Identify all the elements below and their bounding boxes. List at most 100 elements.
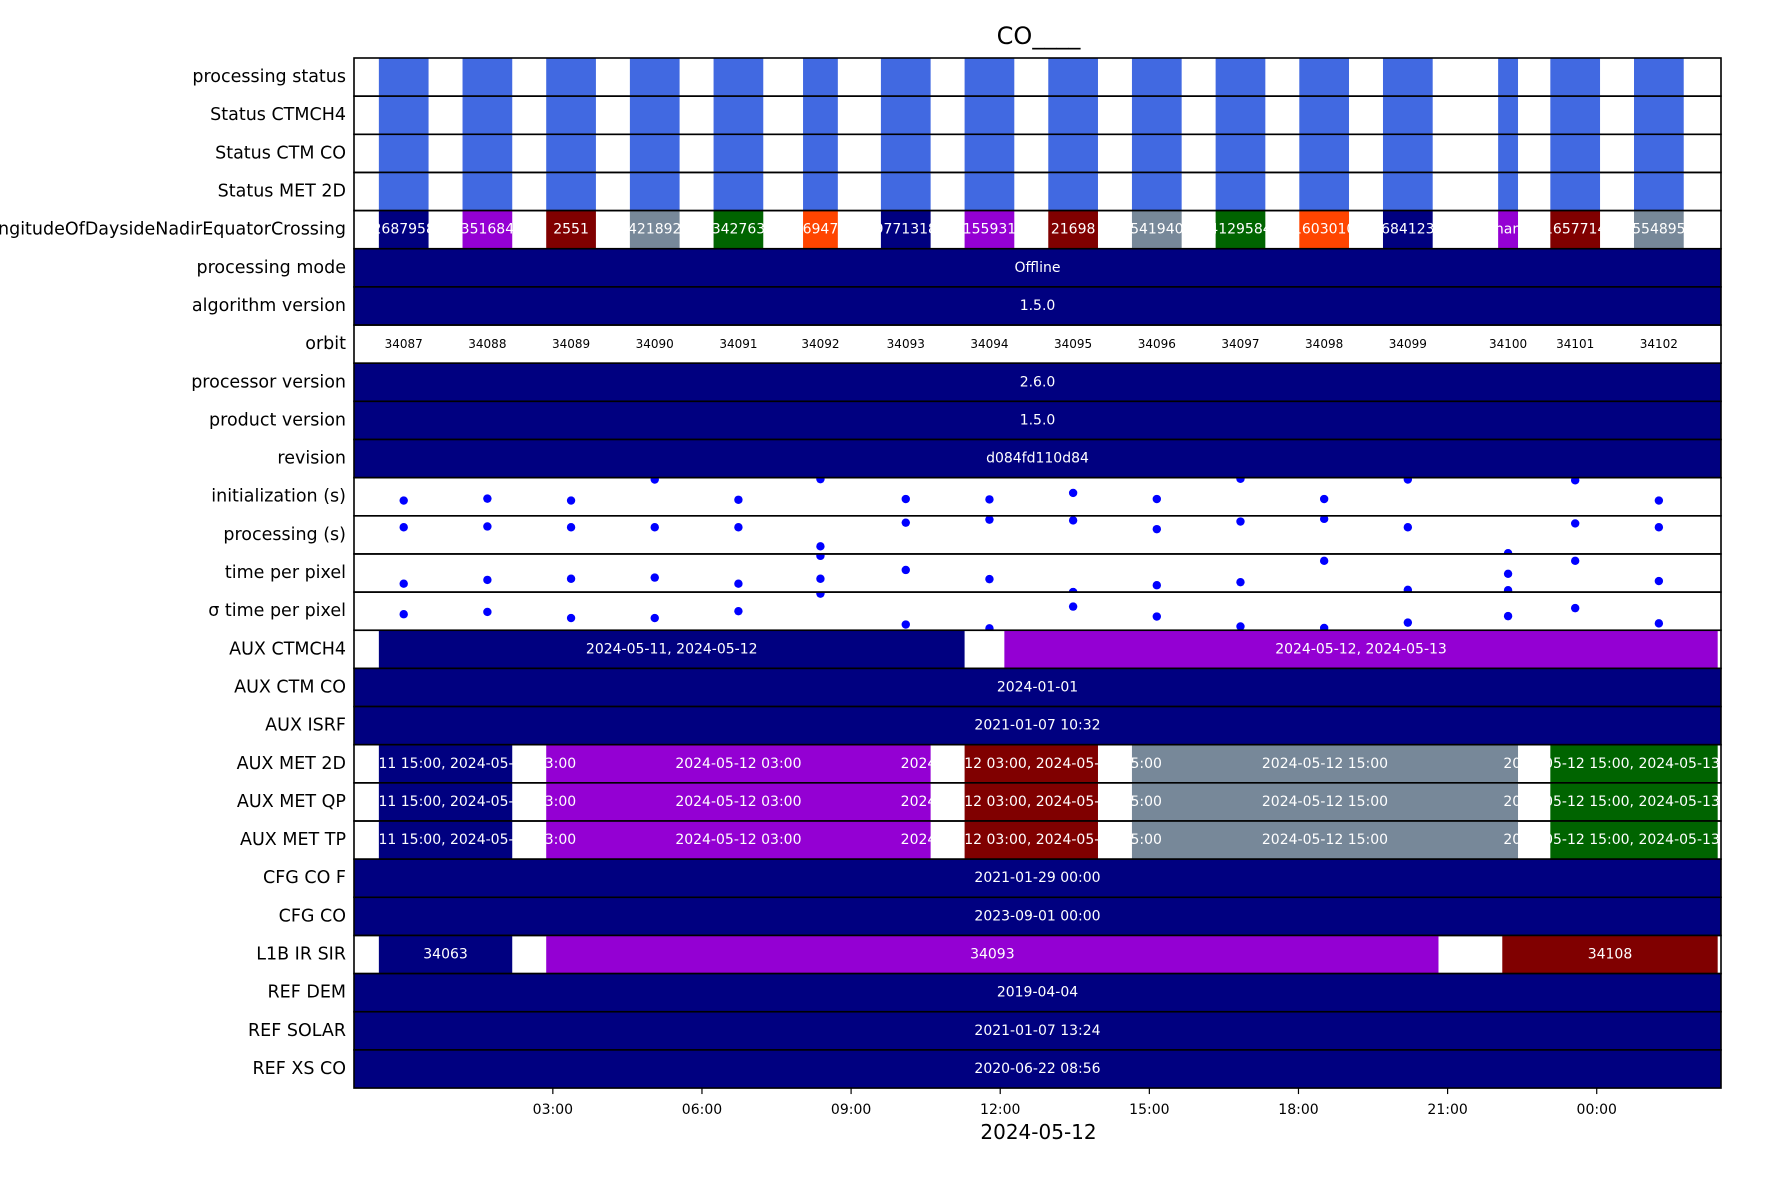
segment-value-label: 2024-05-12 03:00, 2024-05-12 15:00: [901, 794, 1162, 810]
data-point: [483, 522, 492, 531]
segment-value-label: 2024-05-11 15:00, 2024-05-12 03:00: [315, 832, 576, 848]
status-bar: [378, 96, 429, 135]
segment-bar: [964, 821, 1098, 860]
longitude-bar: [1299, 210, 1350, 249]
status-bar: [462, 58, 513, 97]
status-bar: [1131, 134, 1182, 173]
row-label: REF SOLAR: [248, 1021, 346, 1041]
status-bar: [1215, 58, 1266, 97]
status-bar: [713, 172, 764, 211]
longitude-bar: [880, 210, 931, 249]
data-point: [816, 477, 825, 484]
segment-bar: [1550, 744, 1718, 783]
orbit-number-label: 34099: [1389, 337, 1427, 351]
data-point: [985, 495, 994, 504]
segment-value-label: 2024-05-12 03:00, 2024-05-12 15:00: [901, 756, 1162, 772]
status-bar: [803, 172, 838, 211]
status-bar: [546, 134, 596, 173]
status-bar: [629, 134, 680, 173]
row-label: σ time per pixel: [208, 601, 346, 621]
constant-bar: [354, 363, 1721, 402]
segment-bar: [964, 744, 1098, 783]
data-point: [816, 553, 825, 561]
longitude-bar: [713, 210, 764, 249]
data-point: [399, 610, 408, 619]
longitude-value-label: 541940: [1130, 222, 1183, 238]
segment-value-label: 2024-05-12 15:00, 2024-05-13 03:00: [1503, 832, 1764, 848]
row-label: orbit: [305, 334, 346, 354]
data-point: [1319, 556, 1329, 566]
row-label: AUX MET 2D: [237, 754, 346, 774]
status-bar: [1299, 58, 1350, 97]
status-bar: [1382, 172, 1433, 211]
constant-bar: [354, 401, 1721, 440]
row-frame: [353, 476, 1722, 517]
orbit-number-label: 34097: [1221, 337, 1259, 351]
constant-value-label: 2.6.0: [1020, 374, 1056, 390]
status-bar: [1550, 58, 1601, 97]
orbit-number-label: 34102: [1640, 337, 1678, 351]
segment-value-label: 2024-05-12 15:00: [1262, 832, 1388, 848]
row-label: processing mode: [196, 258, 346, 278]
orbit-number-label: 34093: [887, 337, 925, 351]
x-tick-label: 18:00: [1278, 1102, 1318, 1118]
row-frame: [353, 591, 1722, 632]
data-point: [1403, 585, 1413, 593]
constant-value-label: 2021-01-07 13:24: [974, 1023, 1100, 1039]
status-bar: [629, 96, 680, 135]
data-point: [985, 624, 994, 631]
status-bar: [1498, 172, 1519, 211]
constant-value-label: 1.5.0: [1020, 412, 1056, 428]
status-bar: [803, 134, 838, 173]
segment-bar: [1131, 821, 1519, 860]
orbit-number-label: 34091: [719, 337, 757, 351]
longitude-bar: [1550, 210, 1601, 249]
data-point: [650, 523, 659, 532]
x-tick-label: 03:00: [533, 1102, 573, 1118]
row-label: AUX MET QP: [237, 792, 346, 812]
segment-bar: [546, 821, 931, 860]
orbit-number-label: 34089: [552, 337, 590, 351]
data-point: [1236, 622, 1245, 631]
row-label: REF XS CO: [253, 1059, 347, 1079]
orbit-number-label: 34098: [1305, 337, 1343, 351]
status-bar: [546, 96, 596, 135]
data-point: [650, 613, 659, 623]
status-bar: [880, 172, 931, 211]
orbit-number-label: 34088: [468, 337, 506, 351]
data-point: [399, 523, 408, 532]
status-bar: [880, 96, 931, 135]
x-tick-label: 00:00: [1577, 1102, 1617, 1118]
status-bar: [629, 58, 680, 97]
data-point: [1570, 556, 1580, 566]
status-bar: [1215, 96, 1266, 135]
orbit-number-label: 34100: [1489, 337, 1527, 351]
data-point: [1152, 524, 1162, 534]
x-axis-label: 2024-05-12: [980, 1120, 1097, 1144]
status-bar: [1048, 172, 1098, 211]
status-bar: [803, 96, 838, 135]
data-point: [816, 574, 825, 583]
data-point: [1236, 577, 1245, 587]
orbit-number-label: 34101: [1556, 337, 1594, 351]
segment-value-label: 2024-05-12 03:00: [675, 832, 801, 848]
status-bar: [546, 172, 596, 211]
longitude-value-label: 155931: [963, 222, 1016, 238]
data-point: [1654, 496, 1664, 505]
data-point: [901, 518, 910, 527]
longitude-bar: [378, 210, 429, 249]
data-point: [566, 523, 576, 532]
longitude-bar: [1498, 210, 1519, 249]
segment-value-label: 2024-05-12 15:00, 2024-05-13 03:00: [1503, 756, 1764, 772]
segment-value-label: 2024-05-11 15:00, 2024-05-12 03:00: [315, 794, 576, 810]
data-point: [1152, 612, 1162, 621]
x-tick-label: 09:00: [831, 1102, 871, 1118]
status-bar: [1131, 58, 1182, 97]
constant-value-label: 2023-09-01 00:00: [974, 908, 1100, 924]
status-bar: [964, 58, 1015, 97]
data-point: [483, 607, 492, 617]
status-bar: [1550, 96, 1601, 135]
data-point: [1503, 548, 1513, 554]
longitude-value-label: 554895: [1632, 222, 1685, 238]
